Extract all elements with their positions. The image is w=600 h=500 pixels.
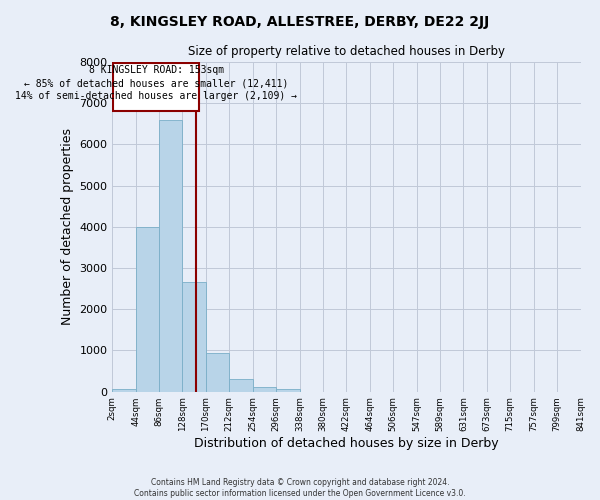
Text: 8, KINGSLEY ROAD, ALLESTREE, DERBY, DE22 2JJ: 8, KINGSLEY ROAD, ALLESTREE, DERBY, DE22… (110, 15, 490, 29)
Text: ← 85% of detached houses are smaller (12,411): ← 85% of detached houses are smaller (12… (24, 78, 289, 88)
Text: 14% of semi-detached houses are larger (2,109) →: 14% of semi-detached houses are larger (… (16, 91, 298, 101)
Text: 8 KINGSLEY ROAD: 153sqm: 8 KINGSLEY ROAD: 153sqm (89, 65, 224, 75)
Bar (276, 389, 299, 392)
Bar (136, 227, 159, 392)
FancyBboxPatch shape (113, 63, 199, 110)
X-axis label: Distribution of detached houses by size in Derby: Distribution of detached houses by size … (194, 437, 499, 450)
Bar (206, 352, 229, 392)
Bar (159, 120, 182, 392)
Bar (112, 389, 136, 392)
Bar (229, 378, 253, 392)
Text: Contains HM Land Registry data © Crown copyright and database right 2024.
Contai: Contains HM Land Registry data © Crown c… (134, 478, 466, 498)
Y-axis label: Number of detached properties: Number of detached properties (61, 128, 74, 326)
Bar (253, 387, 276, 392)
Bar (182, 282, 206, 392)
Title: Size of property relative to detached houses in Derby: Size of property relative to detached ho… (188, 45, 505, 58)
